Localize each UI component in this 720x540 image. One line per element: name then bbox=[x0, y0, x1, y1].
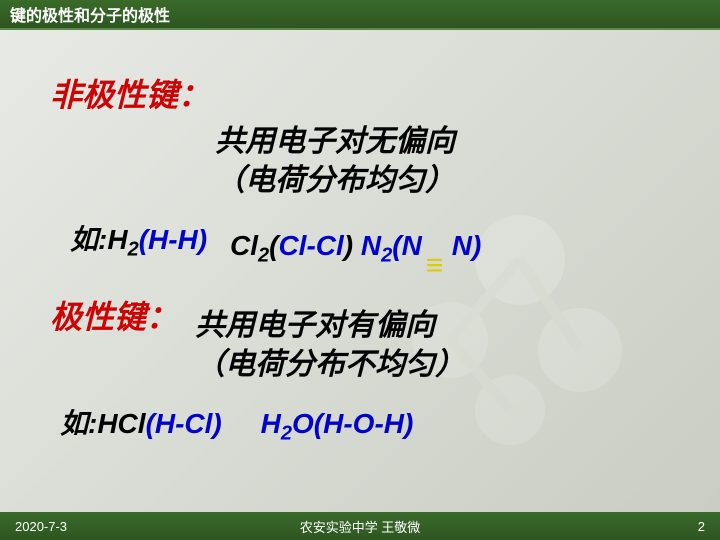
header-title: 键的极性和分子的极性 bbox=[10, 2, 170, 26]
slide-content: 非极性键： 共用电子对无偏向 （电荷分布均匀） 如:H2(H-H) Cl2(Cl… bbox=[0, 30, 720, 446]
section-polar: 极性键： 共用电子对有偏向 （电荷分布不均匀） 如:HCl(H-Cl) H2O(… bbox=[50, 292, 670, 446]
footer-page: 2 bbox=[698, 519, 705, 534]
polar-desc: 共用电子对有偏向 （电荷分布不均匀） bbox=[195, 306, 670, 384]
polar-examples: 如:HCl(H-Cl) H2O(H-O-H) bbox=[60, 402, 670, 446]
footer-date: 2020-7-3 bbox=[15, 519, 67, 534]
nonpolar-examples-line2: Cl2(Cl-Cl) N2(NN) bbox=[230, 230, 670, 268]
nonpolar-desc: 共用电子对无偏向 （电荷分布均匀） bbox=[215, 122, 670, 200]
nonpolar-title: 非极性键： bbox=[50, 70, 670, 116]
footer-center: 农安实验中学 王敬微 bbox=[300, 517, 421, 536]
section-nonpolar: 非极性键： 共用电子对无偏向 （电荷分布均匀） 如:H2(H-H) Cl2(Cl… bbox=[50, 70, 670, 267]
header-bar: 键的极性和分子的极性 bbox=[0, 0, 720, 30]
footer-bar: 2020-7-3 农安实验中学 王敬微 2 bbox=[0, 512, 720, 540]
